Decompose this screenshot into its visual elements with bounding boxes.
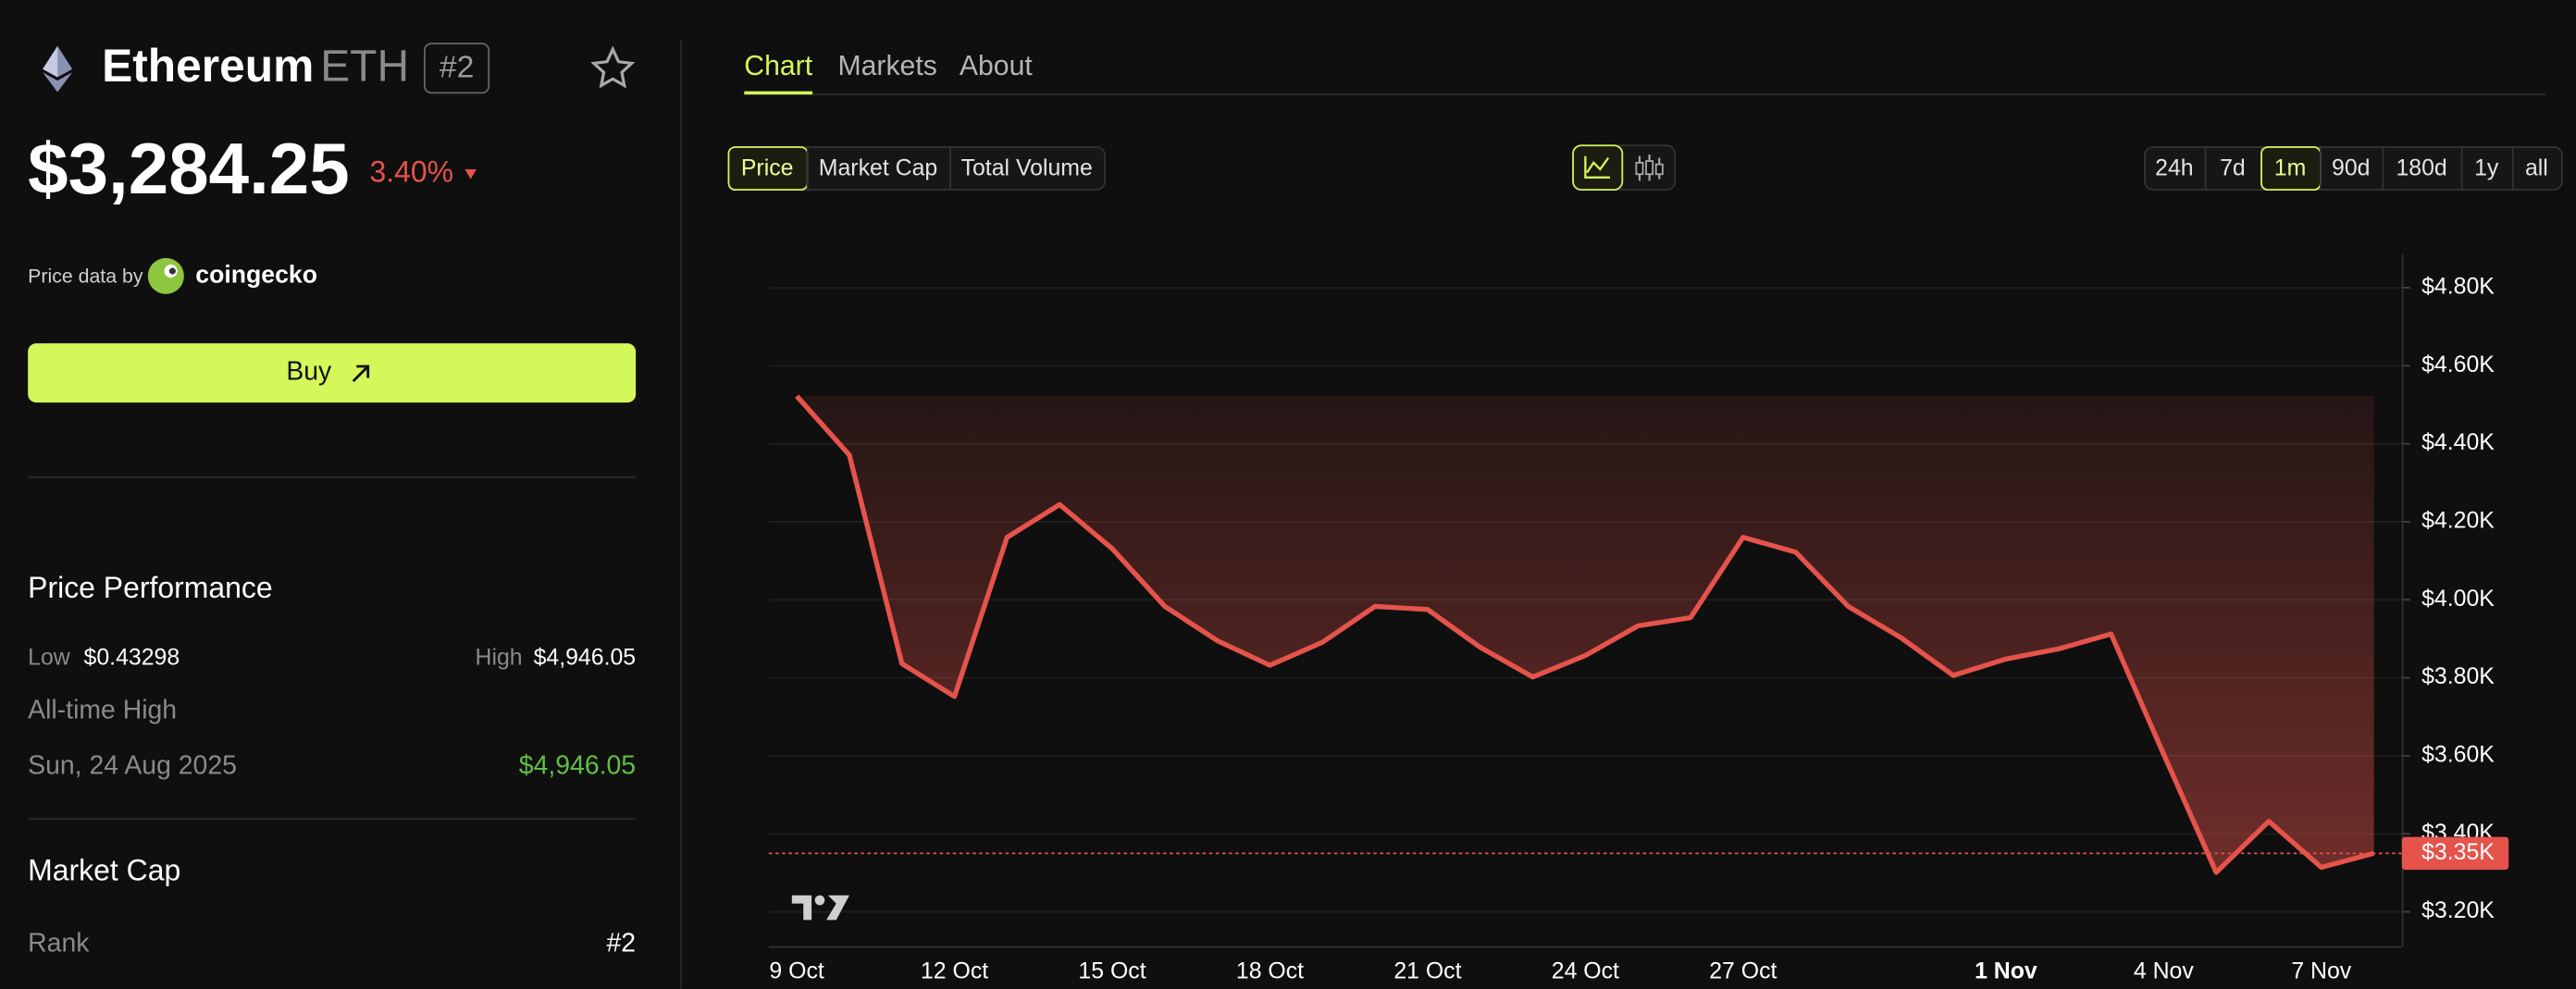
down-arrow xyxy=(464,168,477,179)
x-tick-label: 12 Oct xyxy=(921,959,988,984)
y-tick-label: $4.60K xyxy=(2421,352,2495,377)
last-price-badge xyxy=(2401,836,2509,871)
coin-name: Ethereum xyxy=(102,40,314,92)
price-change: 3.40% xyxy=(369,155,453,189)
rank-value: #2 xyxy=(607,928,637,958)
x-tick-label: 7 Nov xyxy=(2291,959,2351,984)
ath-date: Sun, 24 Aug 2025 xyxy=(28,751,237,781)
y-tick-label: $3.20K xyxy=(2421,898,2495,923)
buy-button-label: Buy xyxy=(286,357,332,387)
ath-label: All-time High xyxy=(28,695,177,724)
y-tick-label: $4.80K xyxy=(2421,275,2495,300)
rank-badge-text: #2 xyxy=(440,50,475,85)
high-value: $4,946.05 xyxy=(534,646,637,671)
chart-type-toggle xyxy=(1572,144,1677,192)
button-label[interactable]: all xyxy=(2525,156,2548,181)
coingecko-logo xyxy=(147,257,184,294)
y-tick-label: $3.80K xyxy=(2421,664,2495,689)
x-tick-label: 21 Oct xyxy=(1393,959,1461,984)
button-group xyxy=(2144,146,2563,192)
ath-value: $4,946.05 xyxy=(519,751,636,781)
low-label: Low xyxy=(28,646,70,671)
y-tick-label: $4.00K xyxy=(2421,587,2495,612)
button-label[interactable]: 180d xyxy=(2396,156,2446,181)
buy-button[interactable] xyxy=(28,343,637,403)
favorite-star[interactable] xyxy=(590,45,636,89)
tradingview-logo xyxy=(791,895,849,921)
x-tick-label: 4 Nov xyxy=(2134,959,2194,984)
area xyxy=(797,396,2374,872)
last-price-label: $3.35K xyxy=(2421,840,2495,865)
button-label[interactable]: Market Cap xyxy=(819,156,937,181)
rank-badge xyxy=(424,43,490,94)
low-value: $0.43298 xyxy=(84,646,180,671)
x-tick-label: 18 Oct xyxy=(1236,959,1304,984)
button-label[interactable]: Price xyxy=(741,156,794,181)
eth-icon xyxy=(43,45,73,93)
button-label[interactable]: 1m xyxy=(2274,156,2307,181)
y-tick-label: $4.40K xyxy=(2421,430,2495,455)
market-cap-title: Market Cap xyxy=(28,853,180,886)
button-label[interactable]: 90d xyxy=(2332,156,2370,181)
x-tick-label: 1 Nov xyxy=(1975,959,2037,984)
tab[interactable]: About xyxy=(960,51,1033,81)
tab[interactable]: Markets xyxy=(838,51,937,81)
buy-arrow xyxy=(352,365,370,382)
high-label: High xyxy=(476,646,523,671)
tab[interactable]: Chart xyxy=(744,51,812,81)
performance-title: Price Performance xyxy=(28,571,272,604)
price-line xyxy=(795,394,2375,875)
x-tick-label: 24 Oct xyxy=(1552,959,1619,984)
y-tick-label: $4.20K xyxy=(2421,509,2495,534)
button-label[interactable]: 24h xyxy=(2155,156,2193,181)
price-source: coingecko xyxy=(195,260,317,288)
x-tick-label: 9 Oct xyxy=(769,959,824,984)
price: $3,284.25 xyxy=(28,128,350,209)
button-label[interactable]: 7d xyxy=(2220,156,2246,181)
x-tick-label: 27 Oct xyxy=(1709,959,1777,984)
button-label[interactable]: Total Volume xyxy=(961,156,1093,181)
coin-symbol: ETH xyxy=(320,42,409,91)
button-label[interactable]: 1y xyxy=(2474,156,2499,181)
price-source-label: Price data by xyxy=(28,266,143,288)
rank-label: Rank xyxy=(28,928,90,958)
x-tick-label: 15 Oct xyxy=(1078,959,1146,984)
y-tick-label: $3.60K xyxy=(2421,742,2495,767)
